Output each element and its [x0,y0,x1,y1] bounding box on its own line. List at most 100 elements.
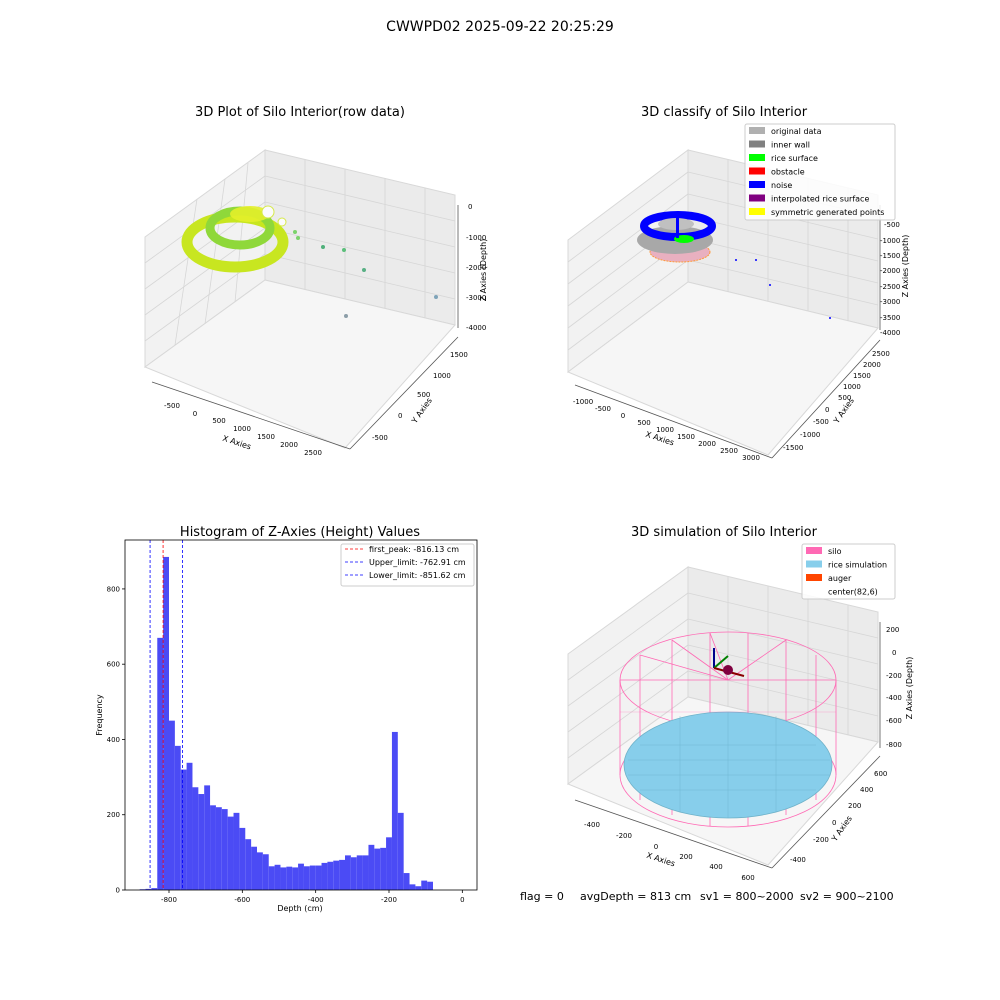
histogram-bar [345,855,351,890]
classify-panel: 3D classify of Silo Interior [566,105,910,462]
classify-ytick: 1500 [853,372,871,380]
simulation-ytick: 0 [832,819,836,827]
classify-xtick: 2000 [698,440,716,448]
simulation-xtick: 0 [654,843,658,851]
histogram-bar [227,816,234,890]
histogram-bar [415,886,422,890]
histogram-ytick-label: 800 [107,585,120,593]
histogram-bar [198,794,205,890]
histogram-xtick-label: -800 [161,896,177,904]
raw-ytick: 1000 [433,372,451,380]
histogram-bar [215,807,222,890]
classify-xtick: 2500 [720,447,738,455]
footer-sv1: sv1 = 800~2000 [700,890,794,903]
histogram-ytick-label: 0 [116,887,120,895]
classify-ztick: -4000 [880,329,900,337]
histogram-bar [292,867,299,890]
raw-xtick: 0 [193,410,197,418]
histogram-panel: Histogram of Z-Axies (Height) Values -80… [95,525,478,913]
legend-label: rice surface [771,154,818,163]
histogram-bar [356,855,363,890]
classify-xtick: 1500 [677,433,695,441]
histogram-ytick-label: 400 [107,736,120,744]
legend-swatch [749,194,765,202]
legend-swatch [806,560,822,568]
histogram-bar [180,769,187,890]
histogram-bar [239,827,246,890]
raw-ylabel: Y Axies [409,396,434,426]
histogram-bar [333,860,340,890]
histogram-bar [386,837,392,890]
classify-ztick: -500 [884,221,900,229]
simulation-title: 3D simulation of Silo Interior [631,525,818,540]
raw-ytick: 500 [417,391,430,399]
histogram-bar [186,762,193,890]
legend-label: original data [771,127,822,136]
legend-label: center(82,6) [828,588,878,597]
histogram-bar [350,857,357,890]
classify-ztick: -1500 [880,252,900,260]
legend-label: symmetric generated points [771,208,884,217]
raw-xtick: 1000 [233,425,251,433]
legend-swatch [749,140,765,148]
legend-label: obstacle [771,168,805,177]
histogram-legend-label: first_peak: -816.13 cm [369,545,459,554]
legend-swatch [749,181,765,188]
raw-axes-box [143,149,459,450]
histogram-bar [157,637,164,890]
histogram-bar [280,867,287,890]
raw-panel: 3D Plot of Silo Interior(row data) [143,105,488,457]
classify-xtick: 1000 [656,426,674,434]
classify-ytick: 0 [825,406,829,414]
raw-ytick: 1500 [450,351,468,359]
figure-footer: flag = 0 avgDepth = 813 cm sv1 = 800~200… [520,890,894,903]
legend-label: interpolated rice surface [771,195,869,204]
raw-point-cloud [181,205,438,318]
raw-xtick: 500 [212,417,225,425]
raw-ztick: 0 [468,203,472,211]
histogram-frame [124,539,478,891]
histogram-ytick-label: 200 [107,811,120,819]
histogram-bar [262,854,269,890]
histogram-bar [321,862,328,890]
histogram-bar [245,839,252,890]
legend-swatch [806,574,822,581]
classify-xtick: 0 [621,412,625,420]
legend-label: inner wall [771,141,810,150]
simulation-ztick: -200 [886,672,902,680]
raw-ztick: -2000 [466,264,486,272]
classify-ztick: -2500 [880,283,900,291]
classify-z-ticks: -500 -1000 -1500 -2000 -2500 -3000 -3500… [880,221,900,337]
simulation-ytick: 400 [860,786,873,794]
classify-legend: original data inner wall rice surface obsta… [744,123,896,221]
simulation-ytick: 600 [874,770,887,778]
histogram-bar [257,852,263,890]
simulation-ytick: 200 [848,802,861,810]
auger-marker [713,648,745,677]
classify-ytick: 1000 [843,383,861,391]
classify-ztick: -3000 [880,298,900,306]
histogram-bar [380,847,387,890]
raw-zlabel: Z Axies (Depth) [479,239,488,302]
legend-swatch [749,127,765,134]
histogram-bar [397,812,404,890]
legend-swatch [749,154,765,161]
histogram-bar [309,865,316,890]
classify-xtick: -1000 [573,398,593,406]
histogram-bar [169,720,175,890]
histogram-title: Histogram of Z-Axies (Height) Values [180,525,420,540]
histogram-xtick-label: 0 [460,896,464,904]
legend-label: silo [828,547,842,556]
classify-ztick: -1000 [880,237,900,245]
simulation-ztick: -400 [886,694,902,702]
histogram-bar [409,884,416,890]
classify-y-ticks: -1500 -1000 -500 0 500 1000 1500 2000 25… [783,350,890,452]
simulation-ztick: -800 [886,741,902,749]
histogram-xlabel: Depth (cm) [277,904,322,913]
legend-label: noise [771,181,792,190]
simulation-xtick: -400 [584,821,600,829]
simulation-zlabel: Z Axies (Depth) [905,657,914,720]
raw-title: 3D Plot of Silo Interior(row data) [195,105,405,120]
classify-title: 3D classify of Silo Interior [641,105,808,120]
classify-ytick: 500 [838,394,851,402]
